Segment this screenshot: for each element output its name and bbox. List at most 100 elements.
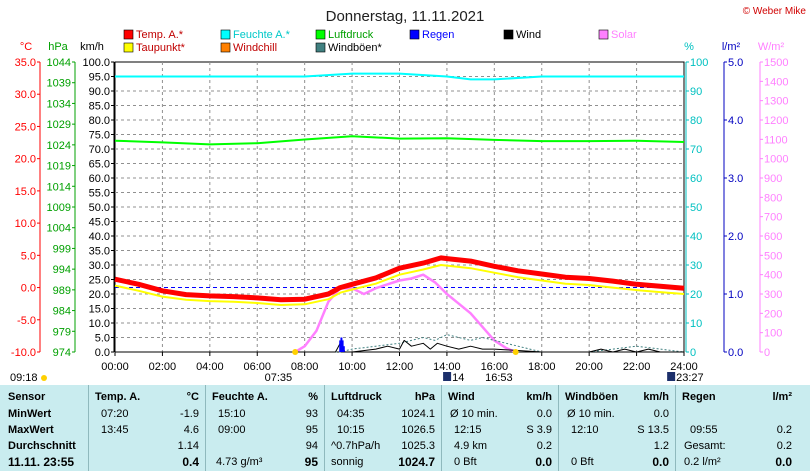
rain-current-value: 0.0 — [775, 455, 792, 469]
tick-temp: 15.0 — [15, 186, 36, 198]
tick-rain: 4.0 — [728, 115, 743, 127]
header-humidity: Feuchte A. — [212, 391, 268, 403]
tick-humidity: 10 — [690, 318, 702, 330]
label-date: 11.11. 23:55 — [8, 455, 75, 469]
tick-solar: 400 — [764, 270, 782, 282]
tick-humidity: 50 — [690, 202, 702, 214]
statistics-table: Sensor MinWert MaxWert Durchschnitt 11.1… — [0, 385, 810, 471]
tick-solar: 1000 — [764, 154, 788, 166]
tick-wind: 50.0 — [89, 202, 110, 214]
tick-temp: 5.0 — [21, 250, 36, 262]
tick-pressure: 974 — [53, 347, 71, 359]
pressure-avg-value: 1025.3 — [401, 440, 435, 452]
moonset-label: 23:27 — [676, 372, 704, 384]
moonset-icon — [667, 372, 676, 381]
wind-avg10-value: 0.0 — [536, 408, 552, 420]
axis-unit-humidity: % — [684, 41, 694, 53]
tick-pressure: 1034 — [47, 98, 71, 110]
tick-solar: 0 — [764, 347, 770, 359]
tick-wind: 100.0 — [82, 57, 110, 69]
humidity-min-time: 15:10 — [218, 408, 246, 420]
pressure-min-time: 04:35 — [337, 408, 365, 420]
tick-wind: 75.0 — [89, 130, 110, 142]
chart-title: Donnerstag, 11.11.2021 — [326, 8, 485, 25]
series-luftdruck — [114, 135, 685, 146]
label-max: MaxWert — [8, 424, 54, 436]
tick-temp: 20.0 — [15, 154, 36, 166]
rain-max-value: 0.2 — [776, 424, 792, 436]
pressure-current-value: 1024.7 — [398, 455, 435, 469]
wind-beaufort: 0 Bft — [454, 456, 477, 468]
tick-wind: 25.0 — [89, 275, 110, 287]
tick-humidity: 0 — [690, 347, 696, 359]
x-tick-label: 12:00 — [386, 361, 414, 373]
series-solar — [294, 273, 517, 354]
legend-swatch — [123, 29, 134, 40]
axis-unit-rain: l/m² — [722, 41, 741, 53]
tick-wind: 0.0 — [95, 347, 110, 359]
tick-wind: 5.0 — [95, 333, 110, 345]
tick-wind: 95.0 — [89, 72, 110, 84]
tick-solar: 500 — [764, 250, 782, 262]
x-tick-label: 08:00 — [291, 361, 319, 373]
tick-wind: 20.0 — [89, 289, 110, 301]
x-axis-ticks: 00:00 02:00 04:00 06:00 08:00 10:00 12:00 14:00… — [101, 352, 698, 373]
header-wind: Wind — [448, 391, 475, 403]
tick-wind: 60.0 — [89, 173, 110, 185]
x-tick-label: 06:00 — [243, 361, 271, 373]
temp-avg-value: 1.14 — [177, 440, 199, 452]
x-tick-label: 10:00 — [338, 361, 366, 373]
humidity-max-time: 09:00 — [218, 424, 246, 436]
humidity-column: Feuchte A. % 15:10 93 09:00 95 94 4.73 g… — [205, 385, 324, 471]
tick-solar: 1400 — [764, 76, 788, 88]
tick-solar: 600 — [764, 231, 782, 243]
temp-column: Temp. A. °C 07:20 -1.9 13:45 4.6 1.14 0.… — [88, 385, 205, 471]
tick-pressure: 1044 — [47, 57, 71, 69]
tick-humidity: 70 — [690, 144, 702, 156]
legend-swatch — [220, 42, 231, 53]
x-tick-label: 14:00 — [433, 361, 461, 373]
tick-rain: 3.0 — [728, 173, 743, 185]
rain-rate: 0.2 l/m² — [684, 456, 721, 468]
moon-position-label: 14 — [452, 372, 464, 384]
series-temp-a — [114, 255, 685, 303]
moon-position-icon — [443, 372, 452, 381]
pressure-trend: ^0.7hPa/h — [331, 440, 381, 452]
x-tick-label: 04:00 — [196, 361, 224, 373]
tick-humidity: 90 — [690, 86, 702, 98]
axis-unit-wind: km/h — [80, 41, 104, 53]
wind-max-value: S 3.9 — [526, 424, 552, 436]
tick-solar: 800 — [764, 192, 782, 204]
rain-column: Regen l/m² 09:55 0.2 Gesamt: 0.2 0.2 l/m… — [675, 385, 800, 471]
rain-max-time: 09:55 — [690, 424, 718, 436]
series-wind — [115, 339, 684, 353]
pressure-max-value: 1026.5 — [401, 424, 435, 436]
series-windb-en — [115, 334, 685, 353]
tick-solar: 1300 — [764, 96, 788, 108]
wind-distance: 4.9 km — [454, 440, 488, 452]
gust-current-value: 0.0 — [652, 455, 669, 469]
tick-pressure: 994 — [53, 264, 71, 276]
temp-max-time: 13:45 — [101, 424, 129, 436]
temp-min-time: 07:20 — [101, 408, 129, 420]
sunset-label: 16:53 — [485, 372, 513, 384]
gust-beaufort: 0 Bft — [571, 456, 594, 468]
tick-solar: 900 — [764, 173, 782, 185]
pressure-column: Luftdruck hPa 04:35 1024.1 10:15 1026.5 … — [324, 385, 441, 471]
legend-label: Windböen* — [328, 42, 383, 54]
tick-rain: 5.0 — [728, 57, 743, 69]
sensor-column: Sensor MinWert MaxWert Durchschnitt 11.1… — [0, 385, 90, 471]
gust-max-time: 12:10 — [571, 424, 599, 436]
tick-pressure: 1014 — [47, 181, 71, 193]
header-rain-unit: l/m² — [772, 391, 792, 403]
tick-rain: 1.0 — [728, 289, 743, 301]
legend-label: Feuchte A.* — [233, 29, 291, 41]
sunrise-label: 07:35 — [265, 372, 293, 384]
humidity-min-value: 93 — [305, 408, 318, 420]
rain-total-value: 0.2 — [776, 440, 792, 452]
tick-pressure: 1019 — [47, 161, 71, 173]
tick-pressure: 1004 — [47, 223, 71, 235]
wind-column: Wind km/h Ø 10 min. 0.0 12:15 S 3.9 4.9 … — [441, 385, 558, 471]
tick-temp: 10.0 — [15, 218, 36, 230]
tick-wind: 10.0 — [89, 318, 110, 330]
